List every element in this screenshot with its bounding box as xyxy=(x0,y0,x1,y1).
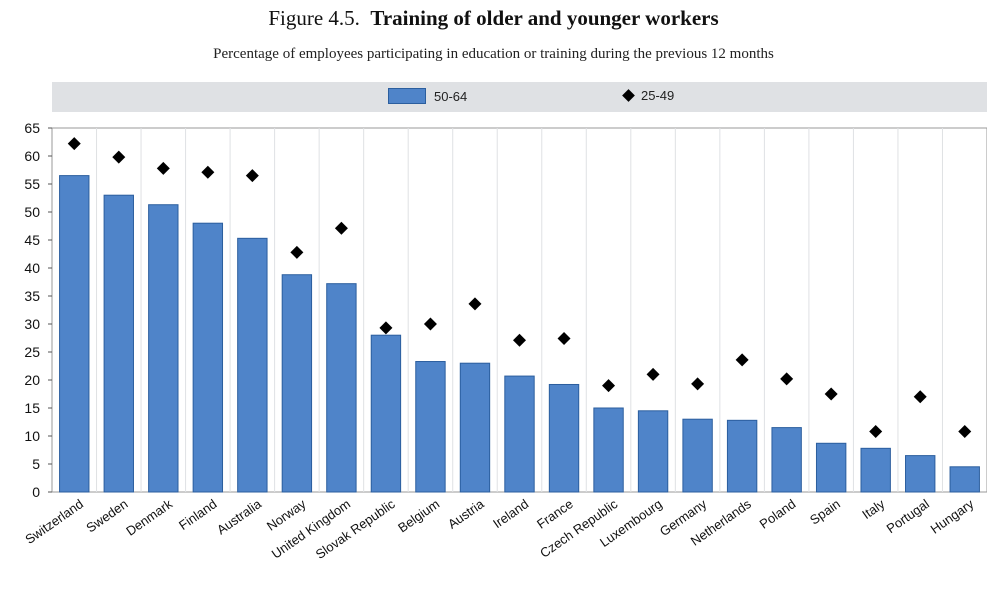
marker xyxy=(646,367,660,381)
bar xyxy=(370,334,402,493)
y-tick-label: 60 xyxy=(24,148,40,164)
x-tick-label: Sweden xyxy=(83,496,130,535)
bar xyxy=(548,383,580,493)
marker xyxy=(112,150,126,164)
x-tick-label: Hungary xyxy=(928,496,977,537)
marker xyxy=(691,377,705,391)
bar xyxy=(815,442,847,493)
marker xyxy=(602,379,616,393)
bar xyxy=(59,175,90,493)
marker xyxy=(468,297,482,311)
x-tick-label: Portugal xyxy=(884,496,932,536)
bar xyxy=(860,447,891,493)
y-tick-label: 50 xyxy=(24,204,40,220)
y-tick-label: 20 xyxy=(24,372,40,388)
y-tick-label: 25 xyxy=(24,344,40,360)
marker xyxy=(334,221,348,235)
y-tick-label: 5 xyxy=(32,456,40,472)
y-tick-label: 10 xyxy=(24,428,40,444)
bar xyxy=(326,283,357,493)
x-tick-label: Spain xyxy=(807,496,843,527)
y-tick-label: 15 xyxy=(24,400,40,416)
x-tick-label: Slovak Republic xyxy=(313,496,398,562)
marker xyxy=(513,333,526,347)
bar xyxy=(905,455,936,493)
marker xyxy=(958,425,972,439)
bar xyxy=(682,418,713,493)
x-tick-label: Belgium xyxy=(395,496,442,535)
bar xyxy=(593,407,624,493)
x-tick-label: Italy xyxy=(859,496,888,522)
marker xyxy=(869,425,883,439)
y-tick-label: 30 xyxy=(24,316,40,332)
bar xyxy=(771,427,802,493)
legend-bar-swatch xyxy=(388,88,426,104)
legend-label-25-49: 25-49 xyxy=(641,88,675,103)
x-tick-label: Czech Republic xyxy=(537,496,621,561)
x-tick-label: Denmark xyxy=(123,496,175,539)
marker xyxy=(423,317,437,331)
y-tick-label: 35 xyxy=(24,288,40,304)
marker xyxy=(245,169,259,183)
bar xyxy=(459,362,491,493)
bar xyxy=(237,237,268,493)
legend-item-50-64: 50-64 xyxy=(388,88,467,104)
marker xyxy=(557,332,571,346)
marker xyxy=(156,161,170,175)
y-tick-label: 40 xyxy=(24,260,40,276)
x-tick-label: Finland xyxy=(176,496,220,533)
marker xyxy=(201,165,215,179)
marker xyxy=(780,372,794,386)
x-tick-label: Ireland xyxy=(490,496,531,531)
marker xyxy=(290,245,304,259)
bar xyxy=(949,466,980,493)
marker xyxy=(67,137,81,151)
bar xyxy=(103,194,134,493)
y-tick-label: 45 xyxy=(24,232,40,248)
bar xyxy=(726,419,758,493)
bar xyxy=(637,410,669,493)
y-tick-label: 0 xyxy=(32,484,40,500)
marker xyxy=(824,387,838,401)
legend-item-25-49: 25-49 xyxy=(622,88,675,103)
marker xyxy=(379,321,393,335)
marker xyxy=(913,390,927,404)
y-tick-label: 55 xyxy=(24,176,40,192)
bar xyxy=(415,361,446,493)
x-tick-label: Australia xyxy=(214,496,265,538)
figure-subtitle: Percentage of employees participating in… xyxy=(213,46,774,62)
figure-number: Figure 4.5. xyxy=(268,6,360,30)
legend: 50-64 25-49 xyxy=(52,82,987,112)
marker xyxy=(735,353,749,367)
y-tick-label: 65 xyxy=(24,120,40,136)
x-tick-label: United Kingdom xyxy=(269,496,353,561)
x-tick-label: Austria xyxy=(445,496,487,532)
bar xyxy=(504,375,535,493)
bar xyxy=(281,274,313,493)
legend-label-50-64: 50-64 xyxy=(434,88,468,104)
x-tick-label: Poland xyxy=(757,496,799,532)
x-tick-label: Switzerland xyxy=(22,496,86,547)
figure-title: Figure 4.5. Training of older and younge… xyxy=(0,6,987,31)
bar xyxy=(148,204,179,493)
bar xyxy=(192,222,224,493)
figure-title-text: Training of older and younger workers xyxy=(370,6,719,30)
